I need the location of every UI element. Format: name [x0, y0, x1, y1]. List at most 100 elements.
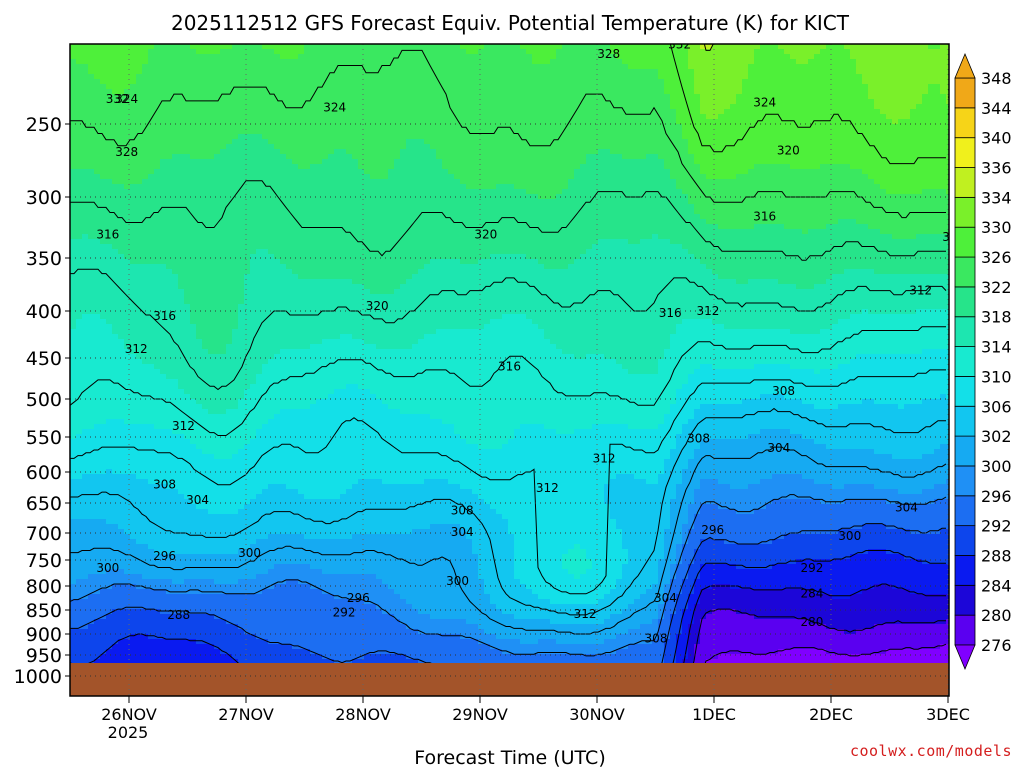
colorbar-label: 334 [981, 188, 1012, 207]
contour-label: 312 [909, 284, 932, 298]
contour-line [70, 407, 946, 616]
contour-label: 308 [772, 384, 795, 398]
x-tick-label: 27NOV [218, 705, 274, 724]
colorbar-swatch [954, 256, 976, 288]
colorbar-label: 348 [981, 69, 1012, 88]
contour-line [70, 446, 947, 635]
contour-line [70, 369, 946, 595]
colorbar-label: 318 [981, 308, 1012, 327]
y-tick-label: 750 [26, 550, 62, 572]
contour-label: 316 [753, 209, 776, 223]
contour-label: 320 [777, 143, 800, 157]
colorbar-label: 284 [981, 576, 1012, 595]
y-tick-label: 1000 [14, 666, 62, 688]
colorbar-swatch [954, 107, 976, 139]
colorbar-swatch [954, 435, 976, 467]
contour-line [669, 44, 946, 165]
colorbar-swatch [954, 555, 976, 586]
contour-label: 300 [96, 561, 119, 575]
contour-label: 284 [800, 586, 823, 600]
contour-label-bg [1020, 318, 1024, 332]
y-tick-label: 800 [26, 576, 62, 598]
x-tick-label: 1DEC [692, 705, 736, 724]
x-tick-label: 26NOV [101, 705, 157, 724]
contour-label: 308 [153, 478, 176, 492]
colorbar-swatch [954, 405, 976, 437]
y-tick-label: 550 [26, 427, 62, 449]
y-tick-label: 600 [26, 462, 62, 484]
contour-label: 280 [800, 615, 823, 629]
contour-label: 308 [645, 631, 668, 645]
x-tick-label: 28NOV [335, 705, 391, 724]
colorbar-label: 296 [981, 487, 1012, 506]
colorbar-swatch [954, 226, 976, 258]
y-tick-label: 700 [26, 523, 62, 545]
colorbar-swatch [954, 584, 976, 616]
colorbar: 276 280 284 288 292 296 300 302 306 310 314 318 322 3… [954, 52, 1012, 671]
colorbar-swatch [954, 525, 976, 556]
contour-label: 324 [115, 92, 138, 106]
x-tick-label: 2DEC [809, 705, 853, 724]
y-axis: 2503003504004505005506006507007508008509… [14, 114, 70, 688]
contour-label: 316 [659, 306, 682, 320]
colorbar-label: 314 [981, 338, 1012, 357]
colorbar-swatch [954, 316, 976, 347]
y-tick-label: 950 [26, 645, 62, 667]
colorbar-label: 336 [981, 159, 1012, 178]
contour-label: 300 [446, 574, 469, 588]
x-tick-label: 29NOV [452, 705, 508, 724]
colorbar-max-arrow [954, 52, 976, 79]
y-tick-label: 300 [26, 187, 62, 209]
colorbar-label: 288 [981, 546, 1012, 565]
chart-title: 2025112512 GFS Forecast Equiv. Potential… [171, 11, 850, 35]
contour-label: 312 [125, 342, 148, 356]
x-year-label: 2025 [108, 723, 149, 742]
colorbar-swatch [954, 77, 976, 109]
contour-label: 300 [238, 546, 261, 560]
contour-label-bg [1020, 519, 1024, 533]
colorbar-swatch [954, 196, 976, 228]
contour-label: 320 [474, 228, 497, 242]
y-tick-label: 650 [26, 493, 62, 515]
colorbar-swatch [954, 614, 976, 646]
contour-label: 304 [186, 493, 209, 507]
contour-label: 292 [800, 561, 823, 575]
contour-label: 316 [153, 309, 176, 323]
contour-label: 296 [153, 549, 176, 563]
contour-label: 332 [947, 104, 970, 118]
colorbar-label: 306 [981, 397, 1012, 416]
contour-label: 312 [697, 304, 720, 318]
colorbar-min-arrow [954, 644, 976, 671]
contour-label: 308 [687, 431, 710, 445]
grid-lines [70, 44, 949, 696]
colorbar-label: 344 [981, 99, 1012, 118]
contour-label: 304 [895, 500, 918, 514]
colorbar-swatch [954, 167, 976, 198]
contour-label: 300 [838, 529, 861, 543]
contour-label: 324 [753, 96, 776, 110]
contour-label: 316 [498, 360, 521, 374]
y-tick-label: 500 [26, 389, 62, 411]
contour-label: 312 [574, 607, 597, 621]
contour-label: 304 [451, 525, 474, 539]
contour-label: 316 [96, 228, 119, 242]
contour-label: 332 [106, 92, 129, 106]
contour-label: 292 [333, 605, 356, 619]
y-tick-label: 850 [26, 600, 62, 622]
colorbar-label: 326 [981, 248, 1012, 267]
colorbar-label: 300 [981, 457, 1012, 476]
colorbar-swatch [954, 346, 976, 377]
colorbar-swatch [954, 286, 976, 318]
colorbar-label: 280 [981, 606, 1012, 625]
y-tick-label: 900 [26, 624, 62, 646]
contour-label: 332 [668, 38, 691, 52]
x-axis: 26NOV 27NOV 28NOV 29NOV 30NOV 1DEC 2DEC 3DEC [101, 696, 970, 724]
plot-frame [69, 43, 950, 697]
x-tick-label: 30NOV [569, 705, 625, 724]
contour-label: 304 [767, 441, 790, 455]
contour-label: 328 [115, 145, 138, 159]
colorbar-swatch [954, 465, 976, 497]
colorbar-swatch [954, 376, 976, 407]
